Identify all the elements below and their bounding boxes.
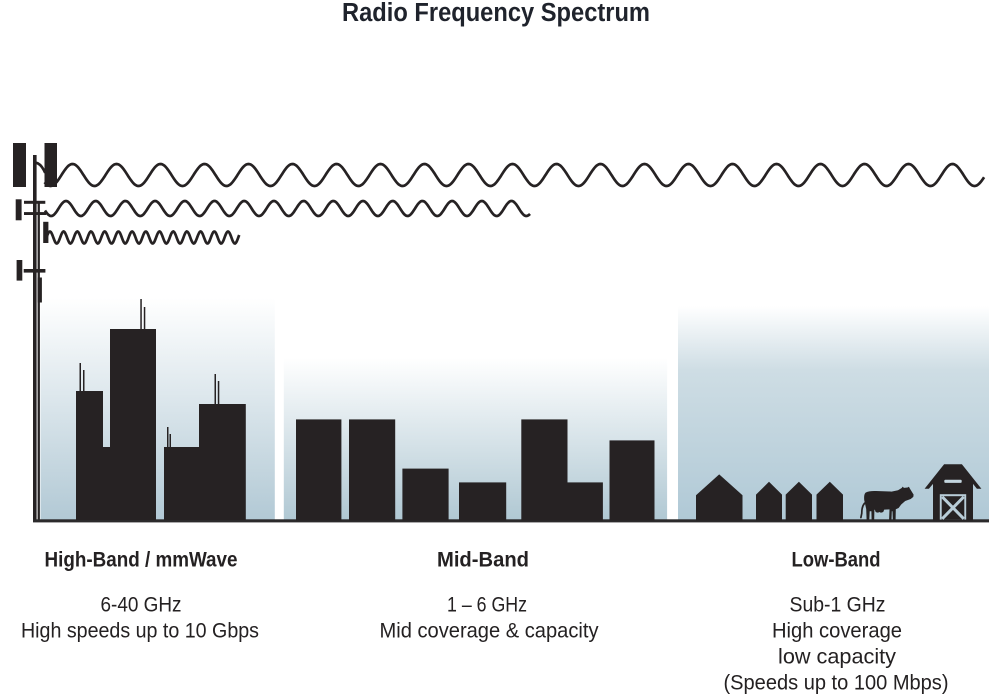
svg-text:Radio Frequency Spectrum: Radio Frequency Spectrum (342, 0, 650, 27)
svg-text:(Speeds up to 100 Mbps): (Speeds up to 100 Mbps) (724, 672, 949, 695)
svg-text:Mid coverage & capacity: Mid coverage & capacity (380, 620, 599, 643)
svg-text:Mid-Band: Mid-Band (437, 549, 529, 572)
svg-text:High speeds up to 10 Gbps: High speeds up to 10 Gbps (21, 620, 259, 643)
svg-text:1 – 6 GHz: 1 – 6 GHz (447, 594, 527, 617)
svg-text:6-40 GHz: 6-40 GHz (101, 594, 182, 617)
svg-text:low capacity: low capacity (778, 646, 897, 669)
svg-text:High-Band / mmWave: High-Band / mmWave (45, 549, 238, 572)
svg-text:High coverage: High coverage (772, 620, 902, 643)
svg-text:Sub-1 GHz: Sub-1 GHz (790, 594, 886, 617)
svg-text:Low-Band: Low-Band (792, 549, 881, 572)
